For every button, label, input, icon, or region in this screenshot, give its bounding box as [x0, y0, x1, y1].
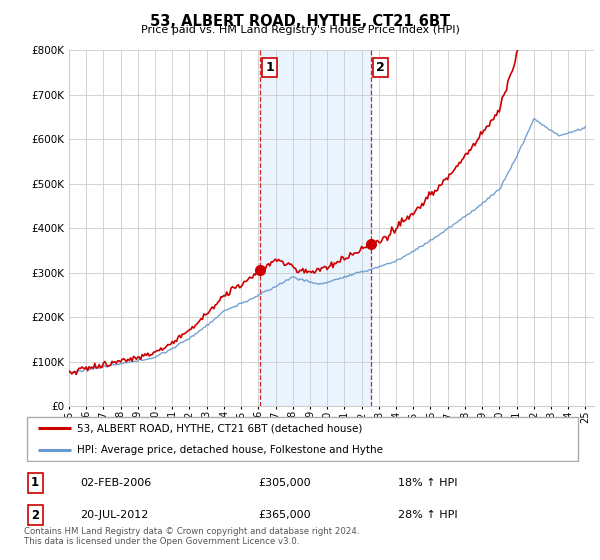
Text: 20-JUL-2012: 20-JUL-2012 [80, 510, 148, 520]
FancyBboxPatch shape [27, 417, 578, 461]
Text: £365,000: £365,000 [259, 510, 311, 520]
Text: HPI: Average price, detached house, Folkestone and Hythe: HPI: Average price, detached house, Folk… [77, 445, 383, 455]
Text: £305,000: £305,000 [259, 478, 311, 488]
Text: 02-FEB-2006: 02-FEB-2006 [80, 478, 151, 488]
Text: 1: 1 [31, 477, 39, 489]
Text: 53, ALBERT ROAD, HYTHE, CT21 6BT: 53, ALBERT ROAD, HYTHE, CT21 6BT [150, 14, 450, 29]
Bar [260, 50, 371, 406]
Text: 18% ↑ HPI: 18% ↑ HPI [398, 478, 457, 488]
Text: 28% ↑ HPI: 28% ↑ HPI [398, 510, 457, 520]
Text: Price paid vs. HM Land Registry's House Price Index (HPI): Price paid vs. HM Land Registry's House … [140, 25, 460, 35]
Text: 53, ALBERT ROAD, HYTHE, CT21 6BT (detached house): 53, ALBERT ROAD, HYTHE, CT21 6BT (detach… [77, 423, 362, 433]
Text: 2: 2 [376, 61, 385, 74]
Text: 1: 1 [265, 61, 274, 74]
Text: 2: 2 [31, 508, 39, 522]
Text: Contains HM Land Registry data © Crown copyright and database right 2024.
This d: Contains HM Land Registry data © Crown c… [24, 526, 359, 546]
